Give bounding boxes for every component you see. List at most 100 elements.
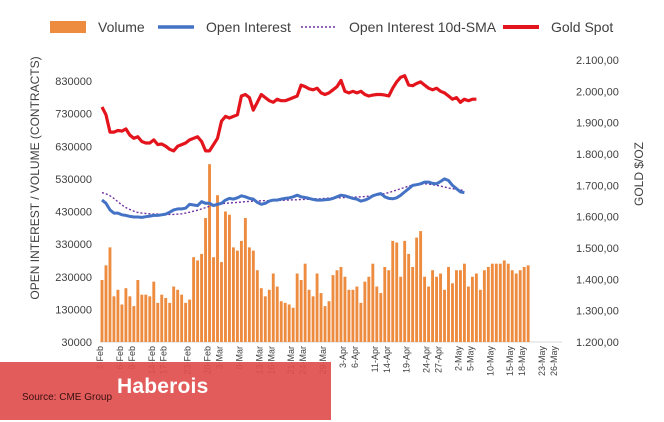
volume-bar bbox=[474, 273, 478, 342]
volume-bar bbox=[255, 270, 259, 342]
volume-bar bbox=[303, 263, 307, 342]
volume-bar bbox=[363, 281, 367, 342]
volume-bar bbox=[327, 301, 331, 342]
right-tick-label: 1.700,00 bbox=[576, 180, 619, 192]
volume-bar bbox=[427, 286, 431, 342]
volume-bar bbox=[144, 294, 148, 342]
volume-bar bbox=[212, 257, 215, 342]
x-axis-ticks: 1-Feb 6-Feb 9-Feb 14-Feb 17-Feb 23-Feb 28-Feb 3… bbox=[95, 346, 559, 377]
right-tick-label: 1.600,00 bbox=[576, 212, 619, 224]
volume-bar bbox=[307, 289, 311, 342]
volume-bar bbox=[160, 294, 164, 342]
volume-bar bbox=[295, 273, 299, 342]
right-tick-label: 1.800,00 bbox=[576, 149, 619, 161]
volume-bar bbox=[494, 263, 498, 342]
x-tick-label: 10-May bbox=[485, 346, 495, 377]
volume-bar bbox=[108, 247, 112, 342]
volume-bar bbox=[216, 195, 219, 342]
volume-bar bbox=[379, 293, 383, 342]
legend: Volume Open Interest Open Interest 10d-S… bbox=[50, 19, 613, 35]
volume-bar bbox=[355, 286, 359, 342]
volume-bar bbox=[224, 211, 227, 342]
volume-bar bbox=[104, 265, 108, 342]
volume-bar bbox=[271, 273, 275, 342]
x-tick-label: 21-Mar bbox=[286, 346, 296, 375]
volume-bar bbox=[279, 301, 283, 342]
x-tick-label: 24-Apr bbox=[422, 346, 432, 373]
volume-bar bbox=[447, 266, 450, 342]
volume-bar bbox=[506, 263, 510, 342]
volume-bar bbox=[136, 280, 140, 342]
volume-bar bbox=[470, 276, 474, 342]
volume-bar bbox=[192, 257, 196, 342]
volume-bar bbox=[180, 294, 184, 342]
volume-bars bbox=[100, 164, 530, 342]
x-tick-label: 2-May bbox=[453, 346, 463, 372]
x-tick-label: 3-Apr bbox=[338, 346, 348, 368]
volume-bar bbox=[395, 242, 399, 342]
legend-sma-label: Open Interest 10d-SMA bbox=[349, 19, 497, 35]
volume-bar bbox=[132, 306, 136, 342]
volume-bar bbox=[164, 297, 168, 342]
volume-bar bbox=[156, 302, 160, 342]
x-tick-label: 14-Apr bbox=[382, 346, 392, 373]
x-tick-label: 15-May bbox=[505, 346, 515, 377]
volume-bar bbox=[208, 164, 211, 342]
x-tick-label: 8-Mar bbox=[234, 346, 244, 370]
volume-bar bbox=[204, 218, 207, 342]
volume-bar bbox=[228, 214, 231, 342]
volume-bar bbox=[140, 294, 144, 342]
volume-bar bbox=[220, 262, 223, 342]
volume-bar bbox=[184, 302, 188, 342]
x-tick-label: 29-Mar bbox=[318, 346, 328, 375]
left-tick-label: 630000 bbox=[55, 141, 92, 153]
right-tick-label: 1.400,00 bbox=[576, 274, 619, 286]
volume-bar bbox=[387, 270, 391, 342]
volume-bar bbox=[351, 289, 355, 342]
left-tick-label: 30000 bbox=[61, 337, 92, 349]
x-tick-label: 23-Feb bbox=[183, 346, 193, 375]
volume-bar bbox=[299, 280, 303, 342]
legend-volume-swatch bbox=[50, 21, 86, 33]
x-tick-label: 5-May bbox=[465, 346, 475, 372]
volume-bar bbox=[443, 289, 446, 342]
x-tick-label: 6-Apr bbox=[350, 346, 360, 368]
volume-bar bbox=[435, 276, 438, 342]
volume-bar bbox=[311, 296, 315, 342]
volume-bar bbox=[128, 296, 132, 342]
volume-bar bbox=[275, 286, 279, 342]
right-axis-ticks: 2.100,00 2.000,00 1.900,00 1.800,00 1.700,00… bbox=[576, 55, 619, 349]
right-tick-label: 2.100,00 bbox=[576, 55, 619, 67]
x-tick-label: 16-Mar bbox=[266, 346, 276, 375]
left-axis-ticks: 830000 730000 630000 530000 430000 330000 2300… bbox=[55, 76, 92, 349]
volume-bar bbox=[196, 260, 200, 342]
x-tick-label: 24-Mar bbox=[298, 346, 308, 375]
footer-banner bbox=[0, 362, 331, 420]
left-tick-label: 230000 bbox=[55, 272, 92, 284]
gold-spot-line bbox=[100, 74, 477, 153]
x-tick-label: 19-Apr bbox=[402, 346, 412, 373]
volume-bar bbox=[251, 250, 255, 342]
volume-bar bbox=[403, 240, 407, 342]
volume-bar bbox=[455, 270, 458, 342]
volume-bar bbox=[383, 266, 387, 342]
volume-bar bbox=[415, 237, 419, 342]
x-tick-label: 13-Mar bbox=[254, 346, 264, 375]
volume-bar bbox=[526, 265, 530, 342]
volume-bar bbox=[498, 263, 502, 342]
volume-bar bbox=[411, 266, 415, 342]
volume-bar bbox=[291, 307, 295, 342]
volume-bar bbox=[451, 283, 454, 342]
x-tick-label: 27-Apr bbox=[434, 346, 444, 373]
volume-bar bbox=[168, 302, 172, 342]
right-tick-label: 1.900,00 bbox=[576, 118, 619, 130]
volume-bar bbox=[124, 288, 128, 342]
x-tick-label: 9-Feb bbox=[127, 346, 137, 370]
right-tick-label: 1.300,00 bbox=[576, 306, 619, 318]
volume-bar bbox=[518, 270, 522, 342]
volume-bar bbox=[259, 288, 263, 342]
volume-bar bbox=[148, 296, 152, 342]
volume-bar bbox=[462, 263, 466, 342]
volume-bar bbox=[116, 289, 120, 342]
volume-bar bbox=[243, 218, 247, 342]
